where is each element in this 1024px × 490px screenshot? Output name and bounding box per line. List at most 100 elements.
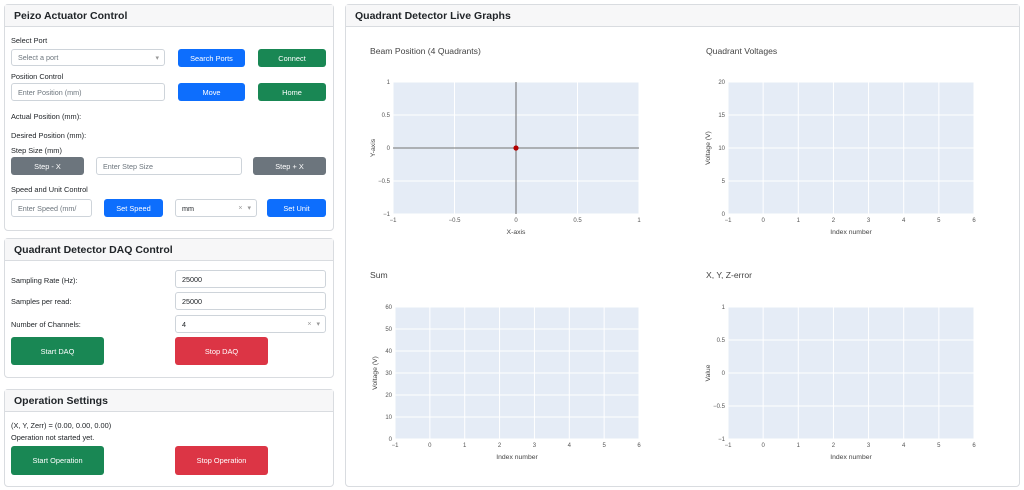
channels-select[interactable]: 4 × ▾	[175, 315, 326, 333]
voltages-x-tick-label: −1	[725, 218, 733, 224]
voltages-y-tick-label: 0	[722, 212, 726, 218]
sum-x-tick-label: 4	[568, 443, 572, 449]
channels-select-value: 4	[182, 319, 186, 329]
sampling-rate-input[interactable]: 25000	[175, 270, 326, 288]
clear-x-icon[interactable]: ×	[307, 320, 312, 328]
sum-y-tick-label: 10	[385, 415, 392, 421]
sum-y-tick-label: 0	[389, 437, 393, 443]
clear-x-icon[interactable]: ×	[238, 204, 243, 212]
xyz-y-tick-label: 0.5	[717, 338, 726, 344]
set-unit-button[interactable]: Set Unit	[267, 199, 326, 217]
xyz-y-axis-label: Value	[705, 364, 712, 381]
sum-y-tick-label: 40	[385, 349, 392, 355]
xyz-y-tick-label: 1	[722, 305, 726, 311]
voltages-y-tick-label: 20	[718, 80, 725, 86]
xyz-x-tick-label: 0	[761, 443, 765, 449]
beam-y-tick-label: −1	[383, 212, 391, 218]
connect-button[interactable]: Connect	[258, 49, 326, 67]
sum-x-tick-label: −1	[392, 443, 400, 449]
xyz-x-axis-label: Index number	[830, 454, 872, 461]
beam-x-tick-label: −0.5	[449, 218, 462, 224]
graphs-card-title: Quadrant Detector Live Graphs	[346, 5, 1019, 27]
xyz-x-tick-label: 3	[867, 443, 871, 449]
voltages-chart-title: Quadrant Voltages	[706, 46, 777, 56]
set-speed-button[interactable]: Set Speed	[104, 199, 163, 217]
live-graphs-svg: Beam Position (4 Quadrants) −1 −0.5 0 0.5 1 −1…	[370, 46, 976, 461]
voltages-y-tick-label: 10	[718, 146, 725, 152]
xyz-x-tick-label: 1	[797, 443, 801, 449]
voltages-y-tick-label: 15	[718, 113, 725, 119]
position-input[interactable]: Enter Position (mm)	[11, 83, 165, 101]
step-plus-button[interactable]: Step + X	[253, 157, 326, 175]
xyz-x-tick-label: 5	[937, 443, 941, 449]
stop-daq-button[interactable]: Stop DAQ	[175, 337, 268, 365]
xyz-readout: (X, Y, Zerr) = (0.00, 0.00, 0.00)	[11, 421, 112, 430]
sampling-rate-label: Sampling Rate (Hz):	[11, 276, 78, 285]
move-button[interactable]: Move	[178, 83, 245, 101]
xyz-y-tick-label: −1	[718, 437, 726, 443]
port-select[interactable]: Select a port ▾	[11, 49, 165, 66]
select-port-label: Select Port	[11, 36, 48, 45]
voltages-x-tick-label: 1	[797, 218, 801, 224]
sum-x-tick-label: 5	[602, 443, 606, 449]
chevron-down-icon[interactable]: ▾	[155, 54, 159, 62]
position-control-label: Position Control	[11, 72, 64, 81]
piezo-control-card: Peizo Actuator Control Select Port Selec…	[4, 4, 334, 231]
sum-x-tick-label: 0	[428, 443, 432, 449]
desired-position-label: Desired Position (mm):	[11, 131, 87, 140]
operation-settings-card: Operation Settings (X, Y, Zerr) = (0.00,…	[4, 389, 334, 487]
speed-input[interactable]: Enter Speed (mm/	[11, 199, 92, 217]
sum-y-tick-label: 60	[385, 305, 392, 311]
xyz-chart-title: X, Y, Z-error	[706, 270, 752, 280]
samples-per-read-input[interactable]: 25000	[175, 292, 326, 310]
beam-y-tick-label: 0	[387, 146, 391, 152]
voltages-x-tick-label: 5	[937, 218, 941, 224]
start-daq-button[interactable]: Start DAQ	[11, 337, 104, 365]
step-size-label: Step Size (mm)	[11, 146, 62, 155]
sum-x-tick-label: 3	[533, 443, 537, 449]
search-ports-button[interactable]: Search Ports	[178, 49, 245, 67]
live-graphs-card: Quadrant Detector Live Graphs Beam Posit…	[345, 4, 1020, 487]
voltages-x-tick-label: 0	[761, 218, 765, 224]
voltages-x-tick-label: 4	[902, 218, 906, 224]
step-minus-button[interactable]: Step - X	[11, 157, 84, 175]
operation-card-title: Operation Settings	[5, 390, 333, 412]
beam-chart-title: Beam Position (4 Quadrants)	[370, 46, 481, 56]
beam-data-point	[513, 145, 519, 151]
voltages-y-axis-label: Voltage (V)	[705, 131, 712, 165]
unit-select-value: mm	[182, 203, 194, 213]
operation-status: Operation not started yet.	[11, 433, 95, 442]
voltages-x-tick-label: 3	[867, 218, 871, 224]
sum-y-tick-label: 50	[385, 327, 392, 333]
xyz-y-tick-label: 0	[722, 371, 726, 377]
xyz-y-tick-label: −0.5	[713, 404, 726, 410]
beam-y-tick-label: −0.5	[378, 179, 391, 185]
xyz-x-tick-label: 6	[972, 443, 976, 449]
start-operation-button[interactable]: Start Operation	[11, 446, 104, 475]
xyz-x-tick-label: −1	[725, 443, 733, 449]
sum-y-axis-label: Voltage (V)	[372, 356, 379, 390]
channels-label: Number of Channels:	[11, 320, 81, 329]
beam-x-tick-label: 1	[637, 218, 641, 224]
port-select-placeholder: Select a port	[18, 53, 59, 62]
daq-card-title: Quadrant Detector DAQ Control	[5, 239, 333, 261]
sum-y-tick-label: 20	[385, 393, 392, 399]
speed-unit-label: Speed and Unit Control	[11, 185, 88, 194]
sum-x-tick-label: 1	[463, 443, 467, 449]
voltages-x-tick-label: 2	[832, 218, 836, 224]
sum-x-axis-label: Index number	[496, 454, 538, 461]
beam-x-axis-label: X-axis	[507, 229, 526, 236]
daq-control-card: Quadrant Detector DAQ Control Sampling R…	[4, 238, 334, 378]
chevron-down-icon[interactable]: ▾	[316, 321, 320, 328]
beam-x-tick-label: −1	[390, 218, 398, 224]
home-button[interactable]: Home	[258, 83, 326, 101]
stop-operation-button[interactable]: Stop Operation	[175, 446, 268, 475]
chevron-down-icon[interactable]: ▾	[247, 205, 251, 212]
step-size-input[interactable]: Enter Step Size	[96, 157, 242, 175]
voltages-x-axis-label: Index number	[830, 229, 872, 236]
sum-chart-title: Sum	[370, 270, 388, 280]
unit-select[interactable]: mm × ▾	[175, 199, 257, 217]
actual-position-label: Actual Position (mm):	[11, 112, 82, 121]
samples-per-read-label: Samples per read:	[11, 297, 72, 306]
voltages-x-tick-label: 6	[972, 218, 976, 224]
